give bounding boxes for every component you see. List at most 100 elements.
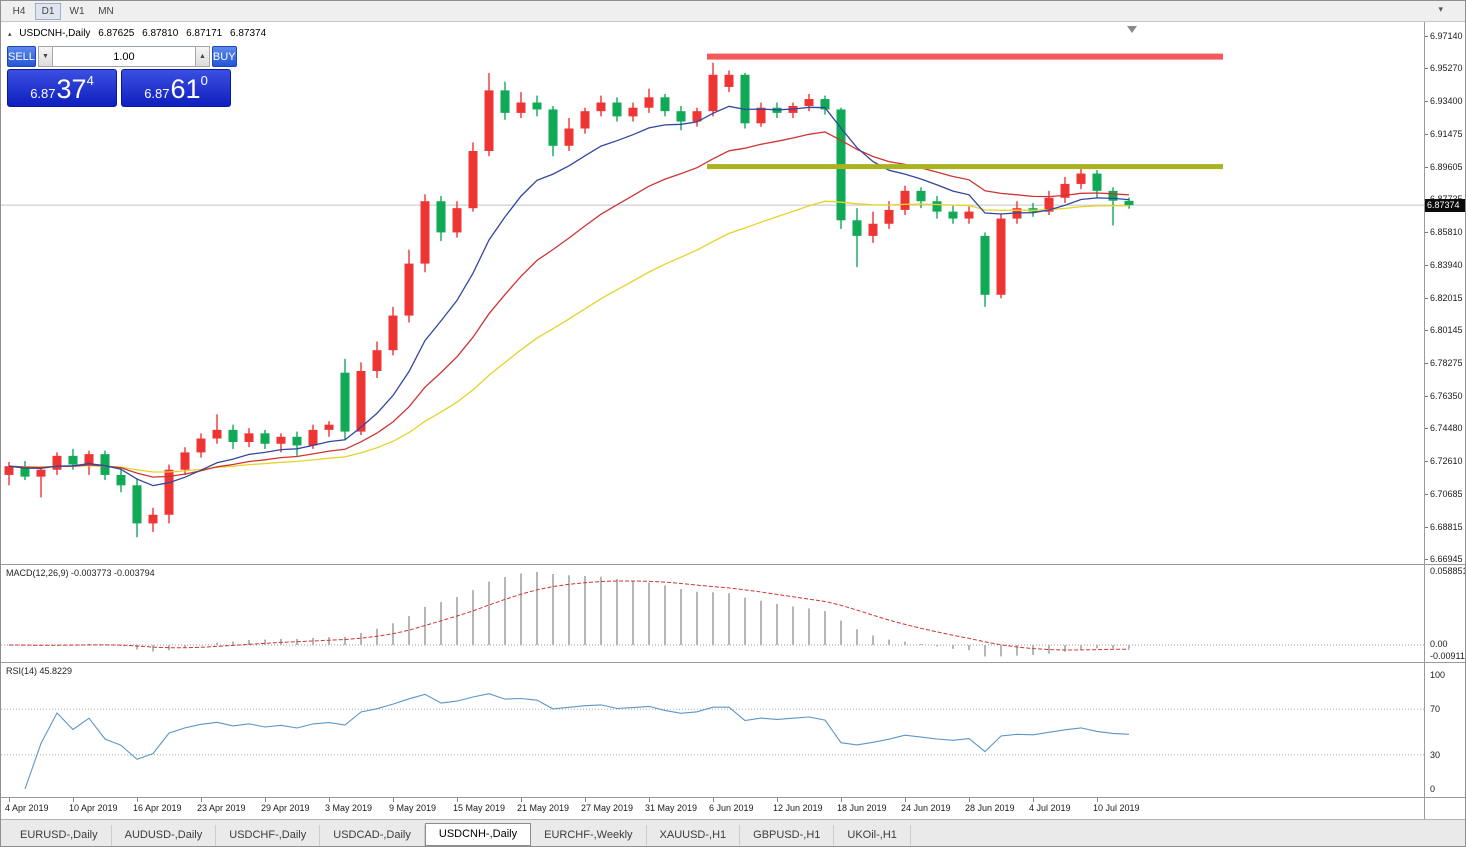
- ohlc-low: 6.87171: [186, 28, 223, 39]
- buy-price-big: 61: [170, 74, 201, 104]
- time-axis-label: 27 May 2019: [581, 803, 634, 813]
- volume-input[interactable]: [52, 46, 195, 67]
- timeframe-toolbar: H4 D1 W1 MN ▾: [1, 1, 1465, 22]
- time-axis-label: 12 Jun 2019: [773, 803, 823, 813]
- panel-divider: [1, 564, 1465, 565]
- price-axis-tick: [1425, 297, 1428, 299]
- tab-usdcnh-daily[interactable]: USDCNH-,Daily: [424, 823, 532, 846]
- price-axis-label: 6.68815: [1430, 521, 1463, 532]
- rsi-axis-label: 70: [1430, 704, 1441, 715]
- price-axis-tick: [1425, 68, 1428, 70]
- price-axis-tick: [1425, 134, 1428, 136]
- timeframe-button-h4[interactable]: H4: [6, 3, 32, 20]
- price-axis-label: 6.82015: [1430, 292, 1463, 303]
- symbol-name: USDCNH-,Daily: [19, 28, 91, 39]
- time-axis-tick: [73, 798, 74, 802]
- price-axis-label: 6.87735: [1430, 194, 1463, 204]
- time-axis-label: 29 Apr 2019: [261, 803, 310, 813]
- tab-ukoil-h1[interactable]: UKOil-,H1: [834, 825, 911, 846]
- time-axis-tick: [713, 798, 714, 802]
- buy-button[interactable]: BUY: [211, 46, 237, 67]
- rsi-label: RSI(14) 45.8229: [6, 666, 73, 676]
- time-axis-label: 6 Jun 2019: [709, 803, 754, 813]
- macd-axis-label: 0.00: [1430, 639, 1448, 649]
- volume-control: ▼ ▲: [37, 46, 210, 67]
- time-axis[interactable]: 4 Apr 2019 10 Apr 2019 16 Apr 2019 23 Apr 2…: [1, 798, 1424, 819]
- price-axis-tick: [1425, 362, 1428, 364]
- macd-label: MACD(12,26,9) -0.003773 -0.003794: [6, 568, 155, 578]
- price-axis-tick: [1425, 559, 1428, 560]
- time-axis-label: 16 Apr 2019: [133, 803, 182, 813]
- rsi-chart[interactable]: [1, 663, 1424, 797]
- rsi-axis-label: 0: [1430, 784, 1436, 794]
- tab-usdchf-daily[interactable]: USDCHF-,Daily: [216, 825, 321, 846]
- chart-shift-marker-icon[interactable]: [1127, 26, 1137, 33]
- panel-divider: [1, 797, 1465, 798]
- time-axis-tick: [137, 798, 138, 802]
- time-axis-tick: [905, 798, 906, 802]
- volume-decrement-button[interactable]: ▼: [37, 46, 53, 67]
- buy-price-sup: 0: [200, 73, 208, 88]
- symbol-marker-icon: ▴: [8, 31, 12, 38]
- sell-price-sup: 4: [86, 73, 94, 88]
- timeframe-button-mn[interactable]: MN: [93, 3, 119, 20]
- time-axis-label: 4 Apr 2019: [5, 803, 49, 813]
- ohlc-close: 6.87374: [230, 28, 267, 39]
- candlestick-chart[interactable]: [1, 22, 1424, 564]
- timeframe-button-w1[interactable]: W1: [64, 3, 90, 20]
- price-axis-label: 6.97140: [1430, 31, 1463, 41]
- time-axis-tick: [457, 798, 458, 802]
- time-axis-tick: [9, 798, 10, 802]
- time-axis-label: 15 May 2019: [453, 803, 506, 813]
- price-axis-label: 6.76350: [1430, 391, 1463, 402]
- time-axis-label: 3 May 2019: [325, 803, 373, 813]
- chart-window: ▴ USDCNH-,Daily 6.87625 6.87810 6.87171 …: [1, 22, 1466, 819]
- tab-audusd-daily[interactable]: AUDUSD-,Daily: [112, 825, 217, 846]
- time-axis-label: 10 Apr 2019: [69, 803, 118, 813]
- price-axis-label: 6.89605: [1430, 161, 1463, 172]
- timeframe-button-d1[interactable]: D1: [35, 2, 61, 20]
- volume-increment-button[interactable]: ▲: [194, 46, 210, 67]
- buy-price-display[interactable]: 6.87 61 0: [121, 69, 231, 107]
- chart-title: ▴ USDCNH-,Daily 6.87625 6.87810 6.87171 …: [8, 28, 271, 39]
- sell-price-display[interactable]: 6.87 37 4: [7, 69, 117, 107]
- price-axis-label: 6.70685: [1430, 489, 1463, 500]
- price-axis-label: 6.78275: [1430, 357, 1463, 368]
- chart-tabbar: EURUSD-,Daily AUDUSD-,Daily USDCHF-,Daily U…: [1, 819, 1465, 846]
- price-axis-tick: [1425, 428, 1428, 430]
- macd-chart[interactable]: [1, 565, 1424, 662]
- rsi-axis-label: 30: [1430, 749, 1441, 760]
- price-axis-label: 6.66945: [1430, 554, 1463, 564]
- time-axis-tick: [585, 798, 586, 802]
- price-axis-label: 6.72610: [1430, 455, 1463, 466]
- tab-usdcad-daily[interactable]: USDCAD-,Daily: [320, 825, 425, 846]
- price-axis-label: 6.91475: [1430, 129, 1463, 140]
- time-axis-tick: [393, 798, 394, 802]
- rsi-panel: RSI(14) 45.8229: [1, 663, 1424, 797]
- time-axis-tick: [265, 798, 266, 802]
- price-axis-tick: [1425, 526, 1428, 528]
- axis-divider: [1424, 22, 1425, 819]
- price-axis-tick: [1425, 100, 1428, 102]
- time-axis-tick: [841, 798, 842, 802]
- price-axis-tick: [1425, 166, 1428, 168]
- tab-xauusd-h1[interactable]: XAUUSD-,H1: [647, 825, 741, 846]
- price-axis-label: 6.95270: [1430, 63, 1463, 74]
- tab-eurusd-daily[interactable]: EURUSD-,Daily: [7, 825, 112, 846]
- macd-axis-label: 0.058851: [1430, 566, 1466, 576]
- sell-button[interactable]: SELL: [7, 46, 36, 67]
- price-axis-label: 6.93400: [1430, 95, 1463, 106]
- toolbar-overflow-icon[interactable]: ▾: [1438, 4, 1443, 14]
- time-axis-tick: [1033, 798, 1034, 802]
- ohlc-open: 6.87625: [98, 28, 135, 39]
- price-axis[interactable]: 6.87374 6.97140 6.95270 6.93400 6.91475 6.89…: [1425, 22, 1466, 819]
- tab-gbpusd-h1[interactable]: GBPUSD-,H1: [740, 825, 835, 846]
- price-axis-tick: [1425, 460, 1428, 462]
- time-axis-label: 4 Jul 2019: [1029, 803, 1071, 813]
- time-axis-tick: [777, 798, 778, 802]
- tab-eurchf-weekly[interactable]: EURCHF-,Weekly: [531, 825, 647, 846]
- current-price-tag: 6.87374: [1425, 199, 1465, 213]
- sell-price-big: 37: [56, 74, 87, 104]
- price-axis-label: 6.85810: [1430, 227, 1463, 238]
- time-axis-tick: [649, 798, 650, 802]
